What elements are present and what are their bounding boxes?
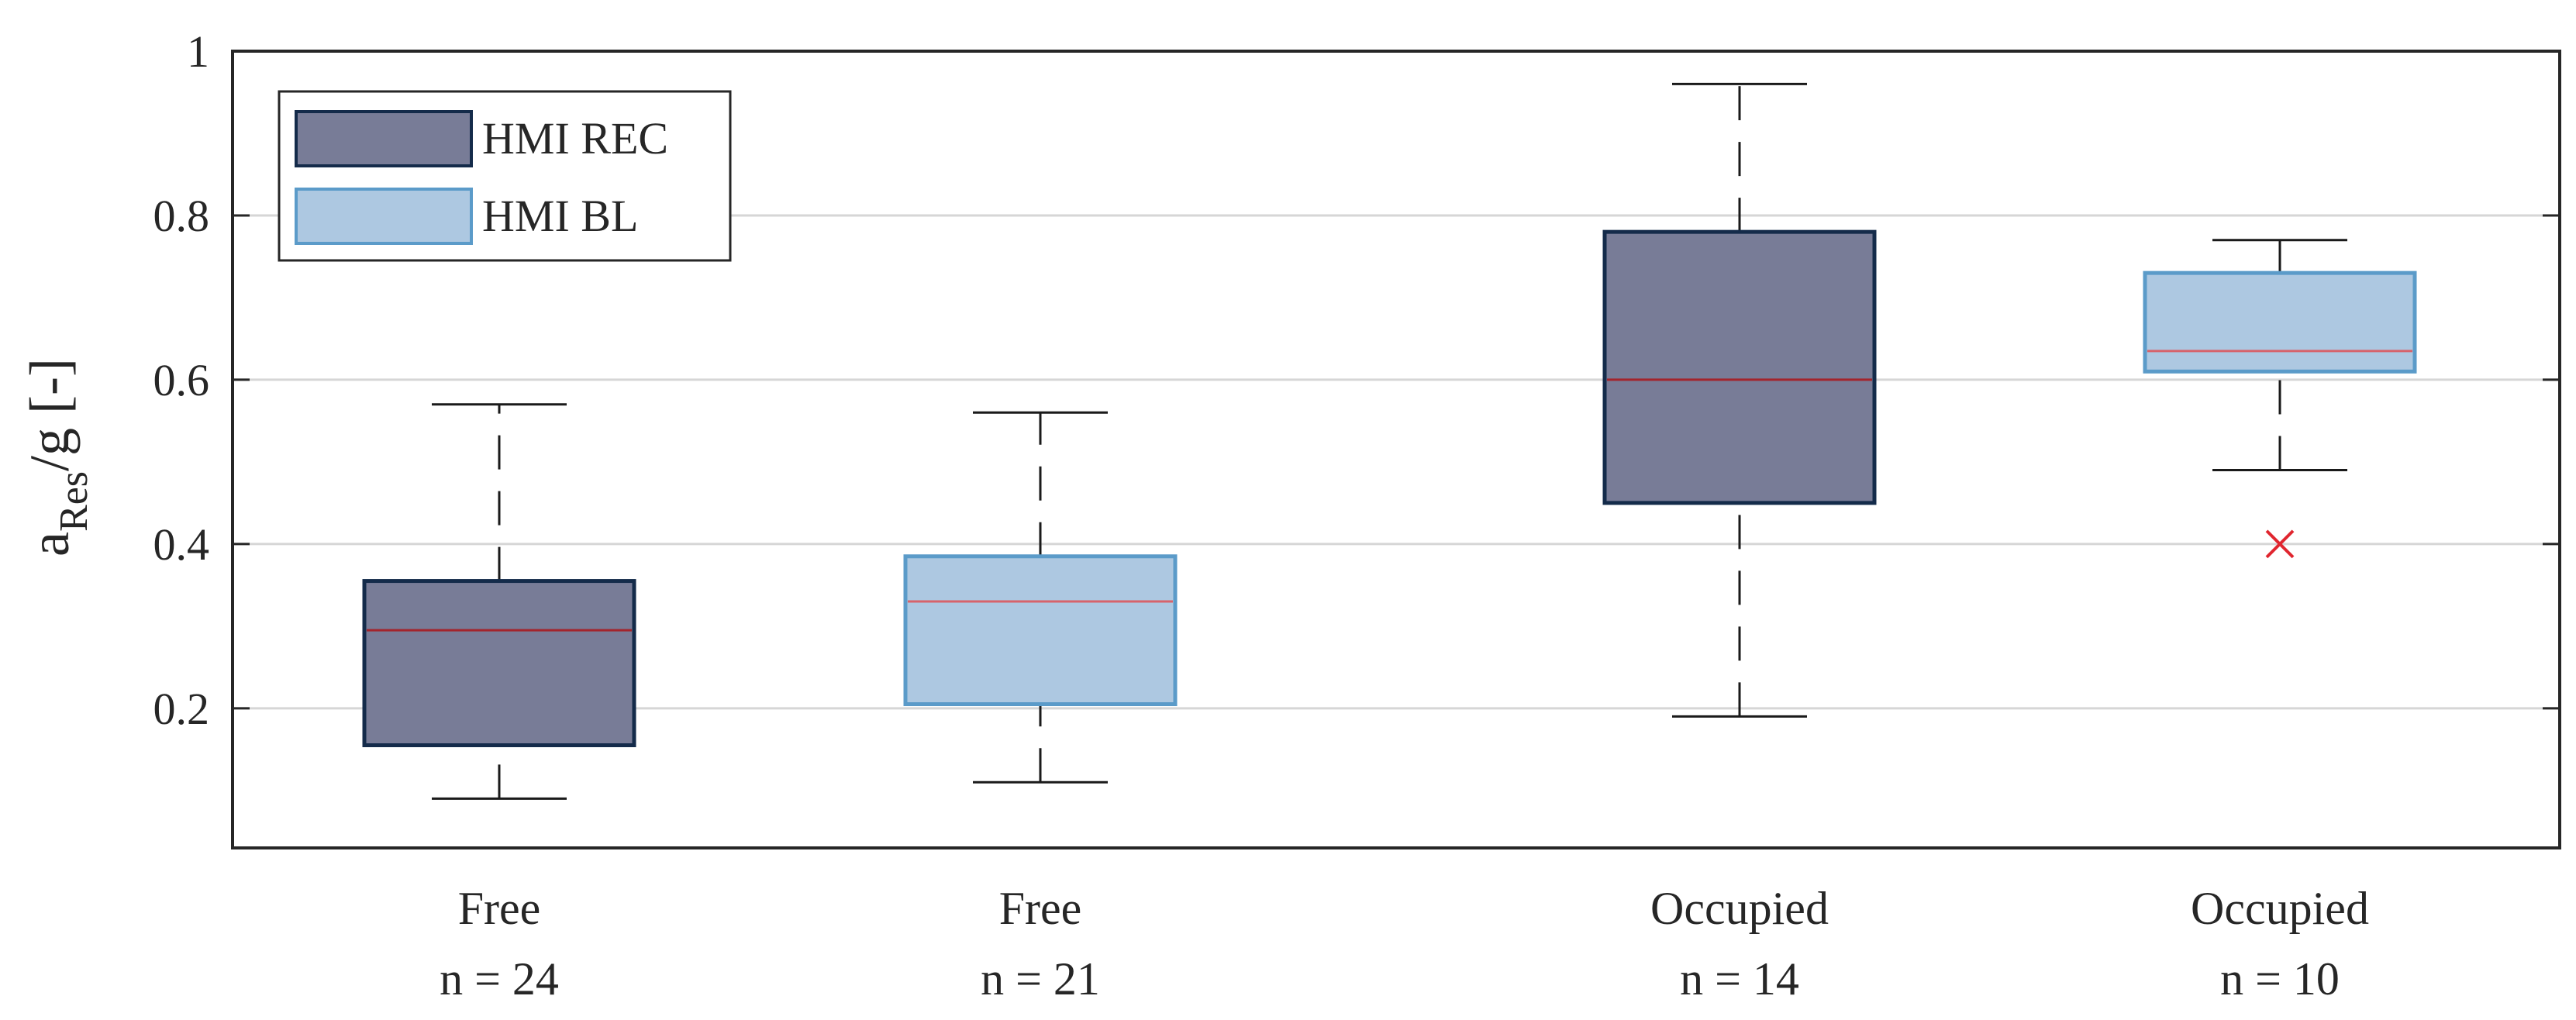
boxes (362, 82, 2417, 800)
y-axis-label-main: a (19, 532, 81, 557)
box-2 (1602, 82, 1877, 718)
y-tick-label: 0.4 (153, 519, 210, 570)
box-0 (362, 403, 636, 800)
category-label: Free (999, 883, 1082, 934)
legend-swatch-hmi-rec (295, 110, 473, 167)
outlier-stroke (2265, 529, 2295, 559)
box-body (1602, 229, 1877, 505)
legend-label-hmi-bl: HMI BL (482, 191, 638, 241)
y-ticks: 0.2 0.4 0.6 0.8 1 (153, 26, 2560, 734)
sample-size-label: n = 21 (981, 953, 1100, 1004)
y-axis-label: aRes/g [-] (19, 358, 96, 557)
y-axis-label-sub: Res (52, 471, 96, 532)
box-1 (903, 411, 1178, 784)
y-tick-label: 1 (187, 26, 209, 77)
category-label: Free (458, 883, 541, 934)
x-category-labels: Free n = 24 Free n = 21 Occupied n = 14 Occupi… (440, 883, 2369, 1004)
sample-size-label: n = 24 (440, 953, 559, 1004)
y-axis-label-tail: /g [-] (19, 358, 81, 471)
y-tick-label: 0.2 (153, 684, 210, 734)
outlier-marker (2265, 529, 2295, 559)
box-body (903, 554, 1178, 707)
axes-frame (231, 50, 2561, 849)
legend-swatch-hmi-bl (295, 188, 473, 245)
y-tick-label: 0.8 (153, 191, 210, 241)
y-tick-label: 0.6 (153, 355, 210, 405)
sample-size-label: n = 14 (1680, 953, 1799, 1004)
box-body (2143, 271, 2417, 374)
sample-size-label: n = 10 (2220, 953, 2340, 1004)
box-3 (2143, 239, 2417, 559)
box-body (362, 579, 636, 748)
category-label: Occupied (2191, 883, 2369, 934)
legend: HMI REC HMI BL (278, 90, 732, 262)
category-label: Occupied (1650, 883, 1829, 934)
legend-label-hmi-rec: HMI REC (482, 113, 668, 164)
